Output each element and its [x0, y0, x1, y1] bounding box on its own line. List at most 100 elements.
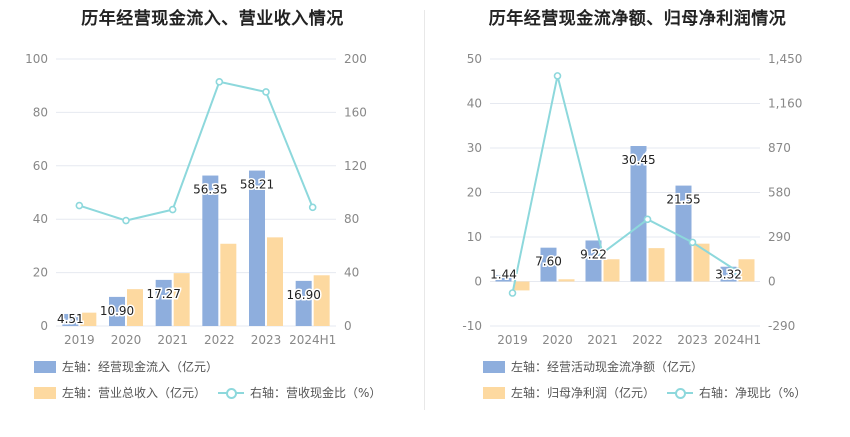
bar [630, 145, 647, 282]
data-label: 4.51 [57, 312, 84, 326]
y-left-tick-label: -10 [462, 319, 482, 333]
y-left-tick-label: 20 [467, 186, 482, 200]
legend-label: 左轴：归母净利润（亿元） [511, 386, 656, 400]
data-label: 9.22 [580, 247, 607, 261]
x-tick-label: 2023 [251, 333, 282, 347]
legend-label: 右轴：净现比（%） [699, 386, 807, 400]
series-line [79, 80, 314, 222]
y-right-tick-label: 0 [344, 319, 352, 333]
bar [249, 170, 265, 326]
data-label: 1.44 [490, 268, 517, 282]
x-tick-label: 2020 [111, 333, 142, 347]
series-line [511, 75, 739, 294]
y-left-tick-label: 40 [467, 97, 482, 111]
legend-label: 左轴：营业总收入（亿元） [62, 386, 207, 400]
y-left-tick-label: 50 [467, 52, 482, 66]
bar [738, 259, 755, 282]
legend-line-swatch [667, 387, 693, 399]
y-right-tick-label: 1,450 [768, 52, 802, 66]
legend-item[interactable]: 左轴：归母净利润（亿元） [483, 384, 655, 401]
x-tick-label: 2024H1 [714, 333, 761, 347]
bar [313, 275, 330, 326]
bar [720, 266, 737, 282]
line-point [553, 72, 562, 80]
y-right-tick-label: 120 [344, 159, 367, 173]
data-label: 58.21 [240, 178, 274, 192]
data-label: 17.27 [146, 287, 180, 301]
y-left-tick-label: 60 [33, 159, 48, 173]
legend-label: 左轴：经营现金流入（亿元） [62, 360, 219, 374]
bar [558, 279, 575, 282]
legend-swatch [483, 386, 505, 399]
data-label: 3.32 [715, 268, 742, 282]
legend-item[interactable]: 右轴：营收现金比（%） [218, 384, 381, 401]
data-label: 7.60 [535, 255, 562, 269]
legend-item[interactable]: 左轴：营业总收入（亿元） [34, 384, 206, 401]
x-tick-label: 2022 [632, 333, 663, 347]
chart-title: 历年经营现金流入、营业收入情况 [81, 9, 344, 29]
bar [127, 289, 143, 326]
bar [693, 243, 710, 282]
bar [80, 312, 97, 326]
y-right-tick-label: 580 [768, 186, 791, 200]
y-right-tick-label: 40 [344, 266, 359, 280]
bar [540, 247, 557, 282]
legend-line-swatch [218, 387, 244, 399]
y-right-tick-label: 290 [768, 230, 791, 244]
y-left-tick-label: 20 [33, 266, 48, 280]
bar [267, 237, 283, 326]
x-tick-label: 2021 [587, 333, 618, 347]
bar [495, 275, 512, 282]
y-left-tick-label: 10 [467, 230, 482, 244]
bar [648, 248, 665, 282]
panel-divider [424, 10, 425, 410]
x-tick-label: 2024H1 [289, 333, 336, 347]
y-right-tick-label: 160 [344, 105, 367, 119]
chart-panel-netcashflow-profit: 历年经营现金流净额、归母净利润情况 -10 0 10 20 30 40 50 -290 0 290… [425, 0, 850, 437]
y-right-tick-label: 870 [768, 141, 791, 155]
bar [675, 185, 692, 282]
y-right-tick-label: 200 [344, 52, 367, 66]
legend-swatch [34, 360, 56, 373]
bar [295, 280, 312, 326]
bar [513, 281, 530, 291]
y-left-tick-label: 30 [467, 141, 482, 155]
bar [109, 296, 125, 326]
chart-title: 历年经营现金流净额、归母净利润情况 [488, 9, 787, 29]
bar [202, 175, 219, 326]
bar [155, 279, 172, 326]
x-tick-label: 2023 [677, 333, 708, 347]
y-right-tick-label: 1,160 [768, 97, 802, 111]
data-label: 21.55 [666, 193, 700, 207]
line-point [508, 289, 517, 297]
line-point [75, 201, 84, 210]
legend-item[interactable]: 左轴：经营现金流入（亿元） [34, 358, 218, 375]
legend-item[interactable]: 左轴：经营活动现金流净额（亿元） [483, 358, 703, 375]
y-left-tick-label: 0 [40, 319, 48, 333]
legend-label: 左轴：经营活动现金流净额（亿元） [511, 360, 704, 374]
y-right-tick-label: -290 [768, 319, 795, 333]
x-tick-label: 2019 [497, 333, 528, 347]
y-left-tick-label: 80 [33, 105, 48, 119]
y-right-tick-label: 0 [768, 275, 776, 289]
line-point [733, 267, 742, 276]
legend-label: 右轴：营收现金比（%） [250, 386, 382, 400]
data-label: 16.90 [286, 288, 320, 302]
data-label: 56.35 [193, 183, 227, 197]
bar [603, 259, 620, 282]
bar [62, 313, 79, 326]
line-point [643, 215, 652, 224]
y-left-tick-label: 100 [25, 52, 48, 66]
chart-svg: -10 0 10 20 30 40 50 -290 0 290 580 870 1,160 1,450 20… [462, 52, 802, 347]
line-point [262, 88, 270, 96]
y-left-tick-label: 0 [474, 275, 482, 289]
x-tick-label: 2019 [64, 333, 95, 347]
bar [585, 240, 602, 282]
chart-svg: 0 20 40 60 80 100 0 40 80 120 160 200 2019 2020 2021 20… [25, 52, 367, 347]
x-tick-label: 2022 [204, 333, 235, 347]
line-point [688, 238, 697, 247]
bar [220, 243, 237, 326]
legend-swatch [34, 386, 56, 399]
legend-item[interactable]: 右轴：净现比（%） [667, 384, 806, 401]
x-tick-label: 2020 [542, 333, 573, 347]
